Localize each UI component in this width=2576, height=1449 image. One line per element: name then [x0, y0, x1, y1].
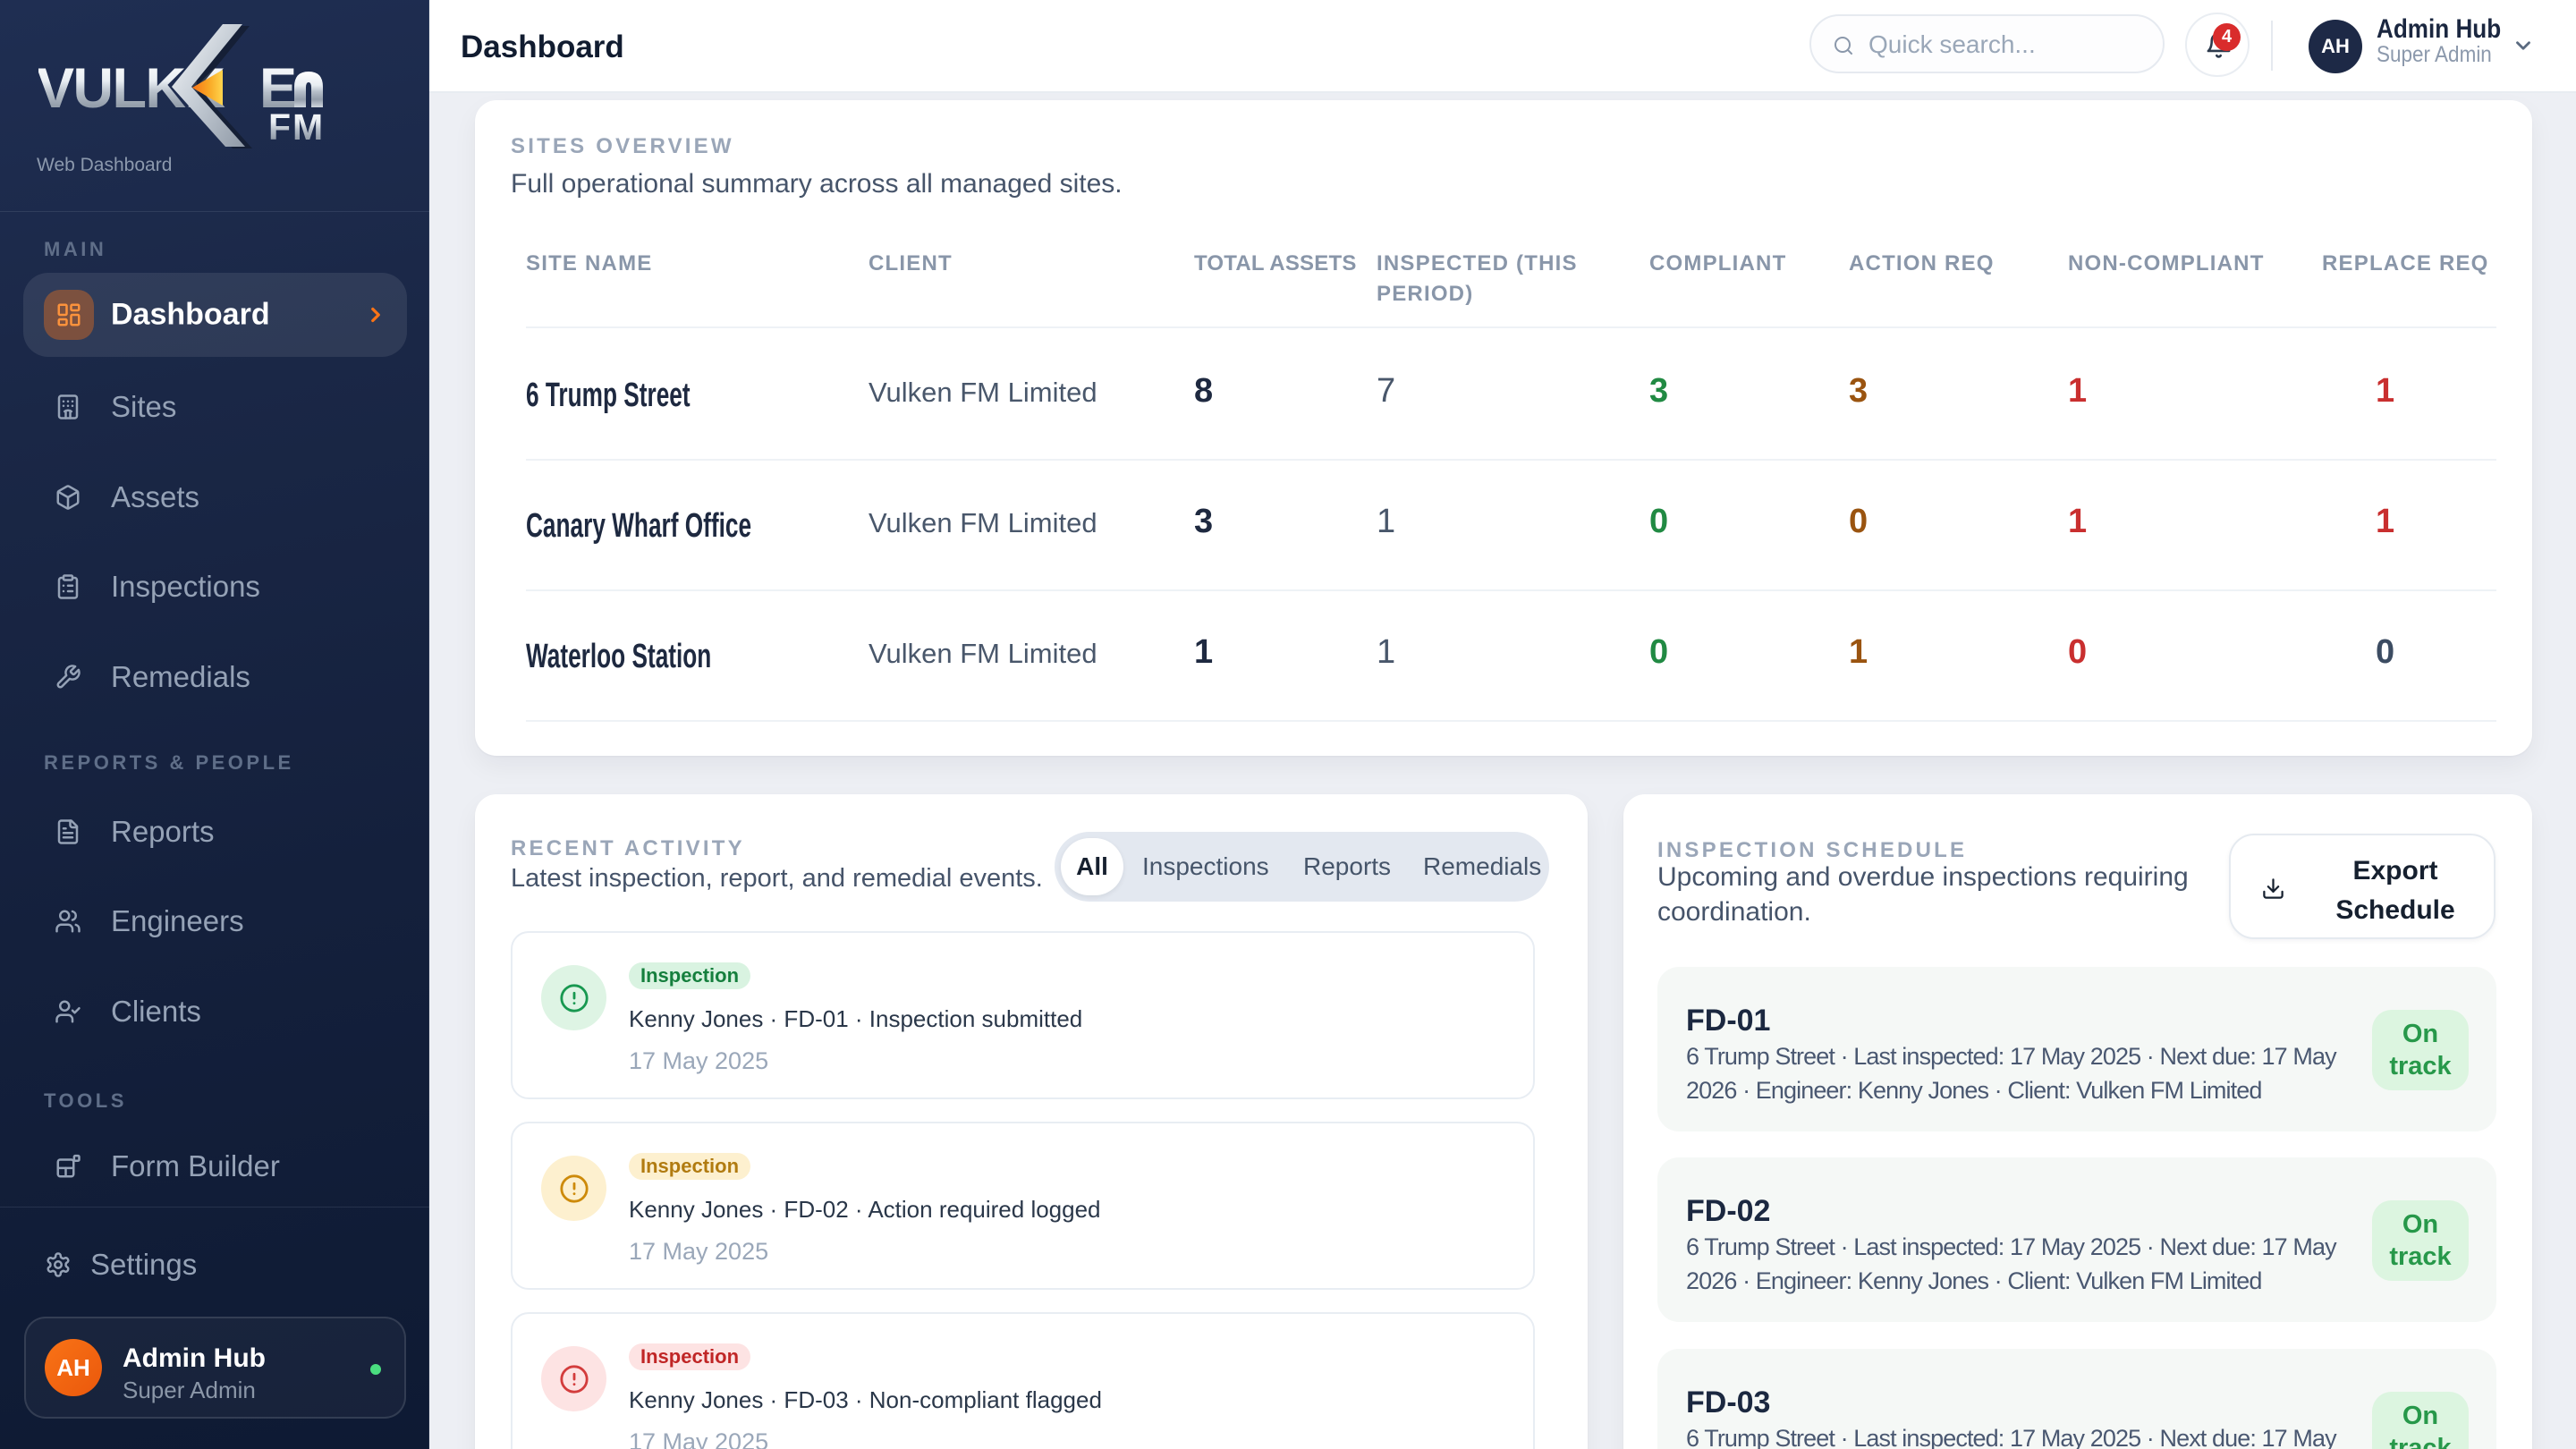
svg-text:FM: FM: [268, 106, 325, 148]
svg-text:E: E: [259, 57, 297, 120]
